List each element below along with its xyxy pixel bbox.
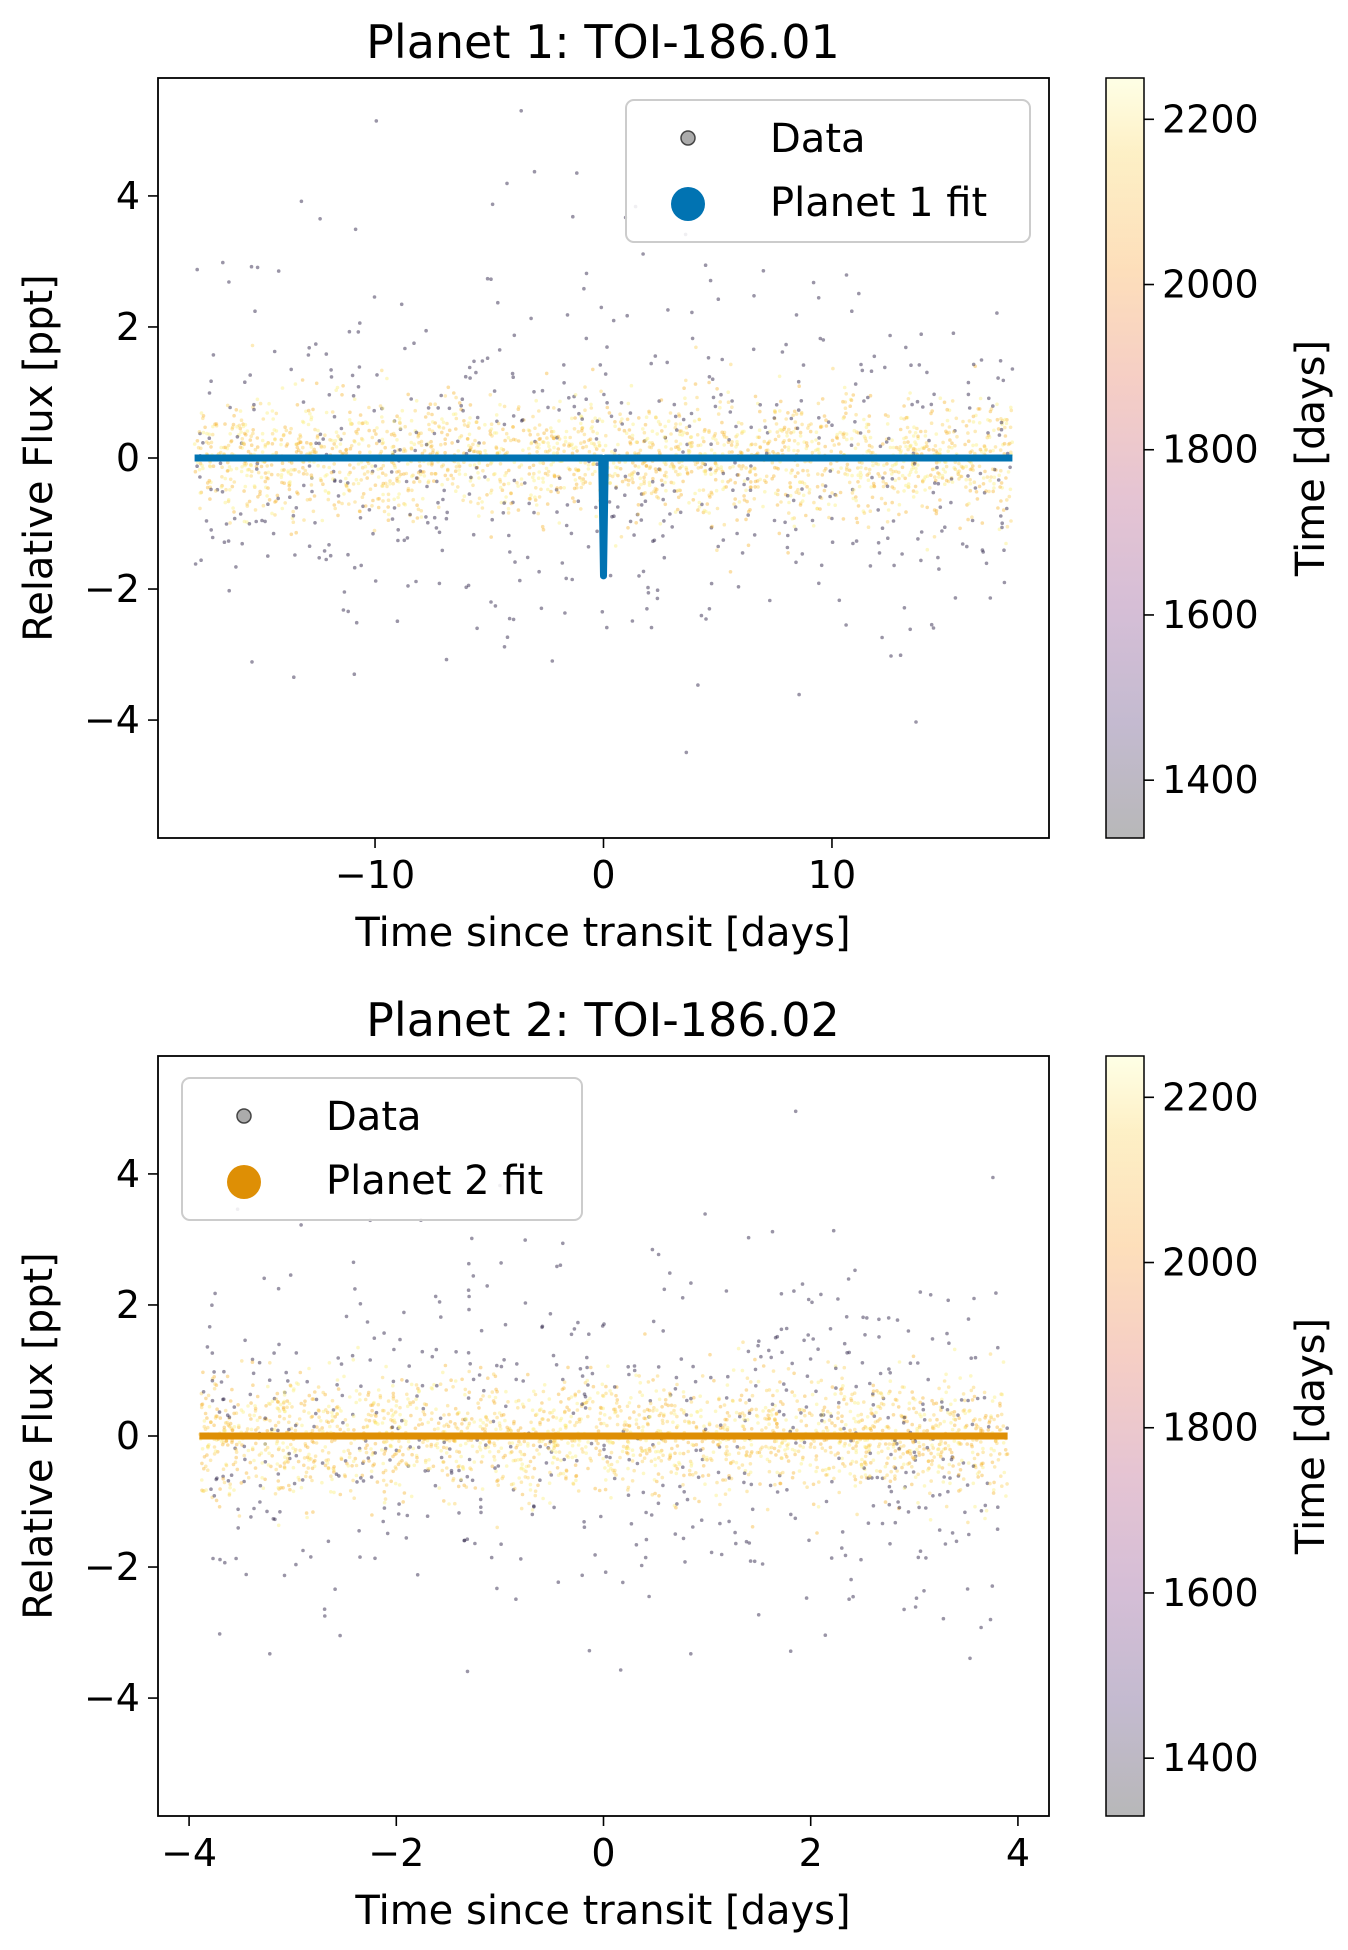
colorbar-label: Time [days]	[1288, 340, 1334, 577]
legend-data-marker	[680, 130, 696, 146]
colorbar-label: Time [days]	[1288, 1318, 1334, 1555]
colorbar-tick-label: 2000	[1162, 263, 1259, 307]
colorbar-tick-label: 1400	[1162, 1736, 1259, 1780]
chart-title: Planet 1: TOI-186.01	[366, 15, 840, 69]
colorbar-tick-label: 2200	[1162, 1075, 1259, 1119]
y-axis-label: Relative Flux [ppt]	[16, 274, 62, 642]
y-tick-label: −2	[84, 567, 140, 611]
x-tick-label: −10	[335, 853, 415, 897]
y-tick-label: −4	[84, 1676, 140, 1720]
legend-fit-label: Planet 2 fit	[326, 1158, 543, 1204]
legend-fit-marker	[227, 1165, 261, 1199]
colorbar-ticks: 1400 1600 1800 2000 2200	[1144, 1075, 1259, 1780]
legend-fit-marker	[671, 187, 705, 221]
colorbar	[1105, 1055, 1145, 1817]
legend-fit-label: Planet 1 fit	[770, 180, 987, 226]
y-tick-label: 0	[116, 1414, 140, 1458]
chart-title: Planet 2: TOI-186.02	[366, 993, 840, 1047]
planet-1-panel: Planet 1: TOI-186.01 −10 0 10 −4 −2 0 2 4 Time…	[16, 15, 1334, 956]
x-tick-label: 10	[808, 853, 856, 897]
legend: Data Planet 1 fit	[625, 99, 1031, 243]
colorbar-tick-label: 1600	[1162, 593, 1259, 637]
colorbar-tick-label: 1800	[1162, 428, 1259, 472]
x-tick-label: −4	[161, 1831, 217, 1875]
x-axis-label: Time since transit [days]	[354, 910, 850, 956]
legend-data-marker	[236, 1108, 252, 1124]
colorbar-tick-label: 2000	[1162, 1241, 1259, 1285]
colorbar	[1105, 77, 1145, 839]
colorbar-tick-label: 1800	[1162, 1406, 1259, 1450]
x-tick-label: 0	[591, 1831, 615, 1875]
y-tick-label: 4	[116, 1152, 140, 1196]
legend: Data Planet 2 fit	[181, 1077, 583, 1221]
planet-1-fit-line	[194, 454, 1013, 580]
x-axis-label: Time since transit [days]	[354, 1888, 850, 1934]
x-tick-label: −2	[368, 1831, 424, 1875]
x-tick-label: 2	[799, 1831, 823, 1875]
colorbar-tick-label: 1400	[1162, 758, 1259, 802]
y-axis: −4 −2 0 2 4	[84, 174, 158, 742]
colorbar-ticks: 1400 1600 1800 2000 2200	[1144, 97, 1259, 802]
planet-2-panel: Planet 2: TOI-186.02 −4 −2 0 2 4 −4 −2 0 2 4 Tim…	[16, 993, 1334, 1934]
y-tick-label: 4	[116, 174, 140, 218]
x-axis: −10 0 10	[335, 838, 856, 897]
colorbar-tick-label: 2200	[1162, 97, 1259, 141]
y-tick-label: 2	[116, 1283, 140, 1327]
fit-line	[194, 454, 1013, 580]
y-tick-label: 2	[116, 305, 140, 349]
colorbar-tick-label: 1600	[1162, 1571, 1259, 1615]
legend-data-label: Data	[770, 116, 866, 162]
y-tick-label: −2	[84, 1545, 140, 1589]
x-tick-label: 4	[1006, 1831, 1030, 1875]
x-tick-label: 0	[591, 853, 615, 897]
y-tick-label: −4	[84, 698, 140, 742]
x-axis: −4 −2 0 2 4	[161, 1816, 1030, 1875]
y-tick-label: 0	[116, 436, 140, 480]
y-axis-label: Relative Flux [ppt]	[16, 1252, 62, 1620]
y-axis: −4 −2 0 2 4	[84, 1152, 158, 1720]
legend-data-label: Data	[326, 1094, 422, 1140]
